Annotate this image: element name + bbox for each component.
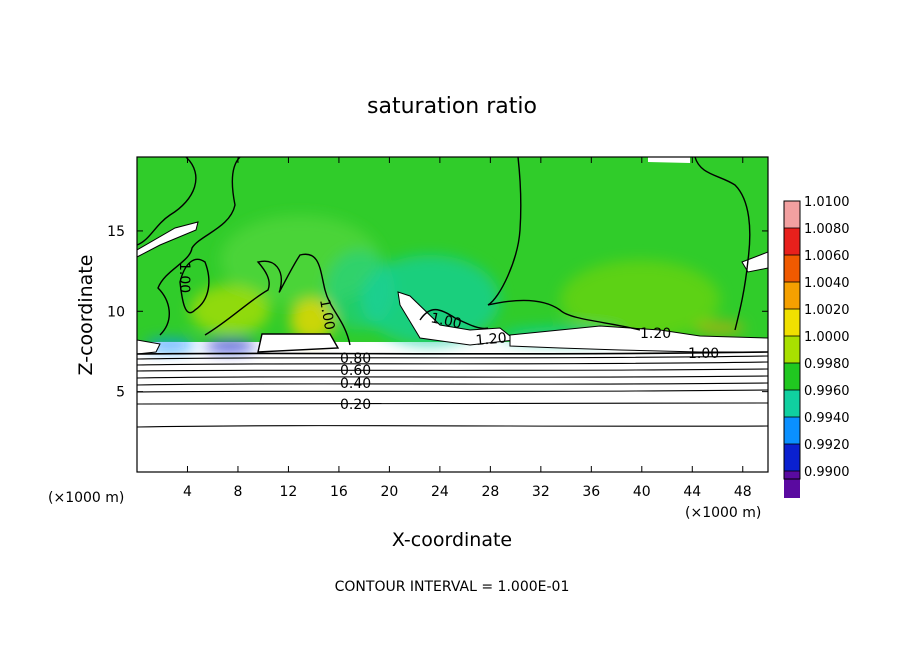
colorbar-label: 1.0040 [804, 276, 850, 291]
contour-line [157, 157, 241, 336]
colorbar-swatch [784, 282, 800, 309]
colorbar-label: 0.9920 [804, 438, 850, 453]
x-tick-label: 4 [183, 484, 192, 500]
colorbar-swatch [784, 309, 800, 336]
contour-line [694, 157, 751, 331]
contour-line [137, 351, 768, 355]
contour-interval-note: CONTOUR INTERVAL = 1.000E-01 [335, 579, 570, 595]
contour-line [137, 389, 768, 393]
contour-line [137, 157, 197, 246]
chart-title: saturation ratio [367, 94, 537, 119]
colorbar-label: 1.0100 [804, 195, 850, 210]
x-tick-label: 32 [532, 484, 550, 500]
y-tick-label: 5 [116, 385, 125, 401]
contour-label: 1.00 [429, 310, 463, 332]
x-tick-label: 16 [330, 484, 348, 500]
colorbar-label: 1.0020 [804, 303, 850, 318]
contour-line [487, 299, 641, 331]
contour-line [137, 425, 768, 428]
contour-line [137, 382, 768, 386]
x-axis-label: X-coordinate [392, 529, 512, 551]
colorbar-label: 0.9940 [804, 411, 850, 426]
y-axis-unit: (×1000 m) [48, 490, 124, 506]
x-tick-label: 48 [734, 484, 752, 500]
cloud-patch-center [257, 333, 340, 353]
contour-line [137, 361, 768, 366]
x-axis-unit: (×1000 m) [685, 505, 761, 521]
colorbar-swatch [784, 255, 800, 282]
y-axis-label: Z-coordinate [75, 255, 97, 376]
cloud-patch-left [137, 221, 199, 258]
contour-line [137, 375, 768, 379]
contour-line [137, 368, 768, 372]
x-tick-label: 24 [431, 484, 449, 500]
contour-line [204, 253, 351, 346]
colorbar-swatch [784, 363, 800, 390]
cloud-patch-west [137, 339, 161, 355]
x-tick-label: 28 [481, 484, 499, 500]
cloud-patch-mid [397, 291, 517, 346]
y-tick-label: 15 [107, 224, 125, 240]
x-tick-label: 40 [633, 484, 651, 500]
x-tick-label: 12 [280, 484, 298, 500]
y-axis-ticks: 5 10 15 [107, 224, 768, 401]
contour-label: 1.20 [475, 330, 507, 349]
colorbar-swatch [784, 201, 800, 228]
colorbar-swatch [784, 444, 800, 471]
colorbar-swatch [784, 417, 800, 444]
contour-line [137, 355, 768, 360]
colorbar-swatch [784, 471, 800, 498]
contour-lines [137, 157, 768, 428]
x-tick-label: 44 [683, 484, 701, 500]
contour-label: 0.80 [340, 351, 371, 367]
contour-line [179, 258, 210, 314]
plot-area: 1.00 1.00 1.00 1.00 1.20 1.20 0.80 0.60 … [137, 157, 768, 472]
contour-label: 0.40 [340, 376, 371, 392]
contour-label: 1.20 [640, 326, 671, 342]
x-tick-label: 36 [582, 484, 600, 500]
colorbar-label: 1.0080 [804, 222, 850, 237]
colorbar-label: 1.0060 [804, 249, 850, 264]
cloud-patch-right [741, 251, 768, 273]
colorbar-label: 0.9900 [804, 465, 850, 480]
colorbar-swatch [784, 336, 800, 363]
x-axis-ticks: 4 8 12 16 20 24 28 32 36 40 44 48 [183, 157, 752, 500]
contour-label: 0.20 [340, 397, 371, 413]
colorbar-label: 0.9980 [804, 357, 850, 372]
cloud-patch-top [648, 157, 690, 163]
contour-label: 1.00 [316, 298, 337, 331]
colorbar-swatch [784, 390, 800, 417]
contour-line [487, 157, 522, 306]
contour-label: 0.60 [340, 363, 371, 379]
cloud-patch-east [509, 325, 768, 353]
contour-line [419, 308, 489, 330]
x-tick-label: 20 [380, 484, 398, 500]
colorbar-swatch [784, 228, 800, 255]
contour-label: 1.00 [176, 262, 192, 293]
colorbar-label: 0.9960 [804, 384, 850, 399]
plot-frame [136, 156, 769, 473]
colorbar-label: 1.0000 [804, 330, 850, 345]
contour-label: 1.00 [688, 346, 719, 362]
x-tick-label: 8 [233, 484, 242, 500]
colorbar: 1.0100 1.0080 1.0060 1.0040 1.0020 1.0000 0.99… [783, 195, 850, 498]
y-tick-label: 10 [107, 304, 125, 320]
contour-line [137, 402, 768, 405]
